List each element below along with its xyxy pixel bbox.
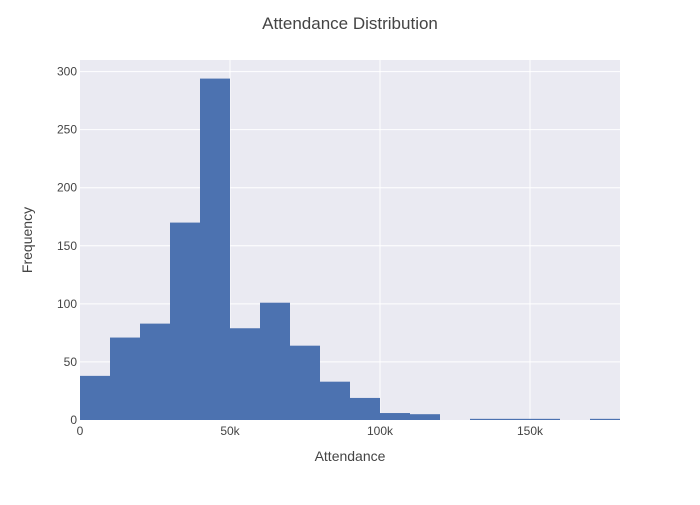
histogram-bar[interactable] (230, 328, 260, 420)
histogram-bar[interactable] (110, 337, 140, 420)
x-axis-tick-labels: 0 50k 100k 150k (77, 424, 544, 438)
y-tick-label: 0 (70, 413, 77, 427)
histogram-bar[interactable] (80, 375, 110, 420)
histogram-bar[interactable] (380, 413, 410, 420)
x-tick-label: 150k (517, 424, 544, 438)
histogram-bar[interactable] (320, 381, 350, 420)
histogram-bar[interactable] (410, 414, 440, 420)
histogram-bar[interactable] (470, 418, 500, 420)
histogram-bars (80, 78, 620, 421)
x-tick-label: 50k (220, 424, 240, 438)
histogram-bar[interactable] (140, 323, 170, 420)
y-tick-label: 100 (57, 297, 77, 311)
y-tick-label: 250 (57, 123, 77, 137)
histogram-bar[interactable] (350, 397, 380, 420)
y-axis-tick-labels: 0 50 100 150 200 250 300 (57, 65, 77, 427)
y-tick-label: 300 (57, 65, 77, 79)
x-tick-label: 0 (77, 424, 84, 438)
histogram-bar[interactable] (590, 418, 620, 420)
histogram-bar[interactable] (260, 302, 290, 420)
x-axis-title: Attendance (315, 448, 386, 464)
histogram-bar[interactable] (500, 418, 530, 420)
histogram-bar[interactable] (290, 345, 320, 420)
histogram-bar[interactable] (170, 222, 200, 420)
y-axis-title: Frequency (19, 207, 35, 273)
y-tick-label: 50 (64, 355, 78, 369)
x-tick-label: 100k (367, 424, 394, 438)
histogram-bar[interactable] (530, 418, 560, 420)
y-tick-label: 200 (57, 181, 77, 195)
y-tick-label: 150 (57, 239, 77, 253)
chart-title: Attendance Distribution (262, 14, 438, 33)
histogram-bar[interactable] (200, 78, 230, 421)
